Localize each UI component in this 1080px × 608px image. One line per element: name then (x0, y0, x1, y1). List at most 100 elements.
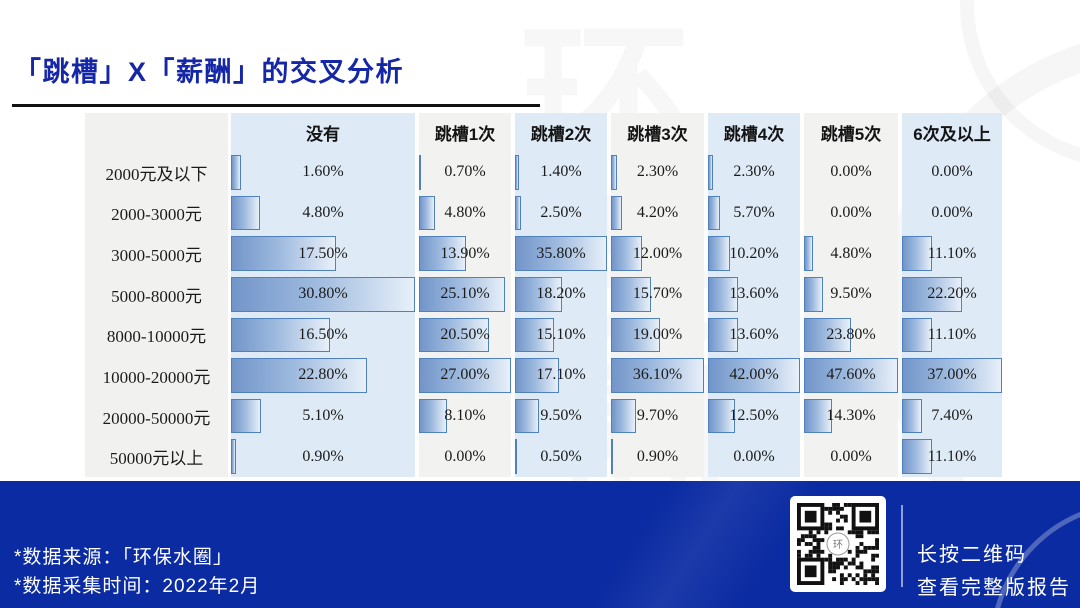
cell-value: 4.80% (830, 244, 872, 262)
qr-caption-line2: 查看完整版报告 (917, 577, 1071, 599)
bar (515, 276, 562, 312)
bar (902, 358, 1002, 393)
cell-value: 0.00% (444, 447, 486, 465)
table-cell: 15.70% (611, 274, 704, 315)
table-cell: 27.00% (419, 355, 511, 396)
table-column: 跳槽4次 2.30% 5.70% 10.20% 13.60% 13.60% 42.00% 12… (708, 113, 800, 477)
table-cell: 22.20% (902, 274, 1002, 315)
cell-value: 0.90% (302, 447, 344, 465)
bar (611, 317, 660, 353)
bar (515, 195, 522, 231)
row-label: 2000-3000元 (111, 205, 202, 225)
table-cell: 15.10% (515, 315, 607, 356)
bar (419, 155, 422, 190)
table-cell: 0.00% (902, 193, 1002, 234)
table-cell: 2.30% (708, 152, 800, 193)
cell-value: 47.60% (826, 366, 876, 384)
table-cell: 4.20% (611, 193, 704, 234)
bar (231, 195, 260, 231)
table-cell: 4.80% (231, 193, 415, 234)
table-cell: 37.00% (902, 355, 1002, 396)
table-cell: 36.10% (611, 355, 704, 396)
cell-value: 7.40% (931, 407, 973, 425)
cell-value: 10.20% (729, 244, 779, 262)
svg-text:环: 环 (833, 540, 843, 551)
table-cell: 0.00% (902, 152, 1002, 193)
cell-value: 9.50% (830, 285, 872, 303)
cell-value: 9.70% (636, 407, 679, 425)
cross-analysis-table: 2000元及以下 2000-3000元 3000-5000元 5000-8000元 80… (0, 113, 1080, 477)
bar (419, 195, 436, 231)
table-cell: 11.10% (902, 233, 1002, 274)
table-column: 跳槽2次 1.40% 2.50% 35.80% 18.20% 15.10% 17.10% 9.… (515, 113, 607, 477)
table-cell: 17.10% (515, 355, 607, 396)
bar (708, 155, 714, 190)
cell-value: 4.80% (444, 203, 486, 221)
table-cell: 17.50% (231, 233, 415, 274)
row-label: 20000-50000元 (102, 408, 211, 428)
column-header: 没有 (306, 125, 340, 144)
cell-value: 12.50% (729, 407, 779, 425)
data-source-note: *数据来源：「环保水圈」 (14, 547, 233, 568)
bar (708, 276, 738, 312)
qr-caption-line1: 长按二维码 (917, 544, 1027, 566)
bar (804, 276, 823, 312)
cell-value: 23.80% (826, 325, 876, 343)
cell-value: 17.50% (298, 244, 348, 262)
bar (804, 398, 833, 434)
table-cell: 30.80% (231, 274, 415, 315)
row-label: 50000元以上 (109, 449, 204, 469)
table-cell: 9.70% (611, 396, 704, 437)
bar (611, 236, 642, 271)
row-label-header-spacer (85, 113, 228, 152)
bar (515, 317, 554, 353)
qr-code: 环 (790, 496, 886, 592)
table-cell: 0.70% (419, 152, 511, 193)
bar (419, 317, 489, 353)
table-cell: 35.80% (515, 233, 607, 274)
cell-value: 30.80% (298, 285, 348, 303)
bar (515, 439, 517, 474)
cell-value: 0.90% (636, 447, 679, 465)
table-cell: 1.40% (515, 152, 607, 193)
bar (804, 358, 898, 393)
cell-value: 42.00% (729, 366, 779, 384)
cell-value: 2.30% (733, 163, 775, 181)
cell-value: 12.00% (632, 244, 683, 262)
table-cell: 0.90% (611, 436, 704, 477)
bar (515, 236, 607, 271)
table-cell: 10.20% (708, 233, 800, 274)
bar (708, 358, 800, 393)
table-cell: 18.20% (515, 274, 607, 315)
bar (231, 236, 336, 271)
cell-value: 2.50% (540, 203, 582, 221)
bar (611, 155, 617, 190)
cell-value: 0.50% (540, 447, 582, 465)
cell-value: 18.20% (536, 285, 586, 303)
cell-value: 11.10% (927, 447, 977, 465)
bar (902, 276, 962, 312)
cell-value: 11.10% (927, 244, 977, 262)
cell-value: 1.60% (302, 163, 344, 181)
cell-value: 16.50% (298, 325, 348, 343)
cell-value: 13.90% (440, 244, 490, 262)
table-cell: 1.60% (231, 152, 415, 193)
bar (419, 398, 447, 434)
table-cell: 22.80% (231, 355, 415, 396)
cell-value: 0.00% (733, 447, 775, 465)
bar (611, 398, 636, 434)
bar (708, 236, 731, 271)
qr-caption-divider (901, 505, 903, 587)
qr-logo (826, 532, 850, 556)
table-cell: 13.60% (708, 315, 800, 356)
row-label: 10000-20000元 (102, 367, 211, 387)
table-cell: 11.10% (902, 315, 1002, 356)
cell-value: 35.80% (536, 244, 586, 262)
column-header: 跳槽4次 (723, 125, 785, 144)
bar (611, 439, 614, 474)
cell-value: 2.30% (636, 163, 679, 181)
qr-code-pattern: 环 (797, 503, 879, 585)
cell-value: 14.30% (826, 407, 876, 425)
table-cell: 13.90% (419, 233, 511, 274)
bar (708, 398, 736, 434)
